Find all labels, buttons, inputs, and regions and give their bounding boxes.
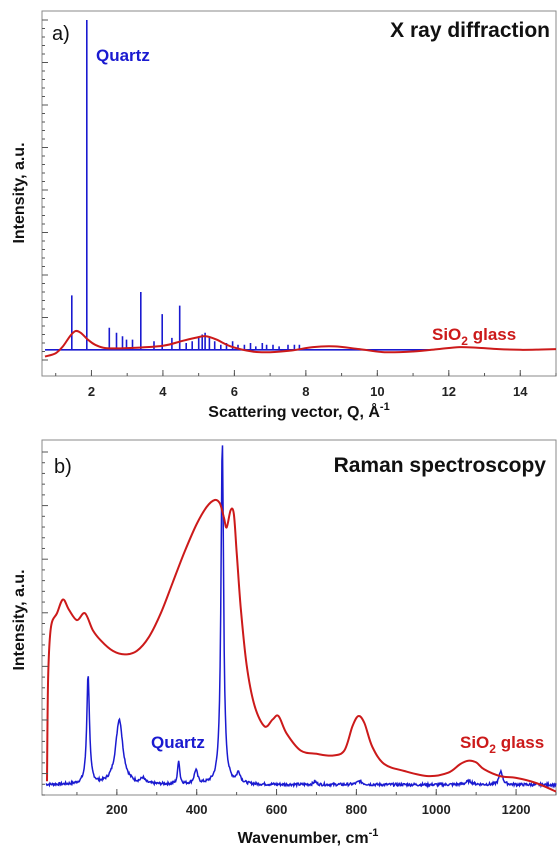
xrd-y-axis-label: Intensity, a.u. xyxy=(11,142,28,243)
raman-y-axis-label: Intensity, a.u. xyxy=(11,569,28,670)
xrd-quartz-label: Quartz xyxy=(96,46,150,65)
x-tick-label: 800 xyxy=(346,802,368,817)
panel-raman: 200 400 600 800 1000 1200 b) Raman spectrosco… xyxy=(11,439,557,847)
raman-glass-label-sub: 2 xyxy=(489,742,496,756)
x-tick-label: 400 xyxy=(186,802,208,817)
x-tick-label: 12 xyxy=(442,384,456,399)
xrd-glass-label: SiO2 glass xyxy=(432,325,516,348)
raman-title: Raman spectroscopy xyxy=(334,454,547,477)
xrd-plot-frame xyxy=(41,10,557,377)
xrd-x-axis-label-sup: -1 xyxy=(380,401,390,413)
xrd-panel-tag: a) xyxy=(52,23,70,45)
raman-x-axis-label-sup: -1 xyxy=(369,827,379,839)
quartz-series xyxy=(45,445,557,789)
glass-series xyxy=(46,498,557,793)
xrd-y-ticks xyxy=(42,19,48,361)
x-tick-label: 200 xyxy=(106,802,128,817)
x-tick-label: 2 xyxy=(88,384,95,399)
raman-y-ticks xyxy=(42,451,48,796)
xrd-x-ticks: 2 4 6 8 10 12 14 xyxy=(55,370,557,399)
x-tick-label: 6 xyxy=(231,384,238,399)
raman-glass-label: SiO2 glass xyxy=(460,733,544,756)
x-tick-label: 1200 xyxy=(502,802,531,817)
x-tick-label: 4 xyxy=(159,384,167,399)
raman-x-axis-label: Wavenumber, cm-1 xyxy=(238,827,379,847)
x-tick-label: 1000 xyxy=(422,802,451,817)
raman-x-axis-label-main: Wavenumber, cm xyxy=(238,830,369,847)
xrd-title: X ray diffraction xyxy=(390,19,550,42)
raman-panel-tag: b) xyxy=(54,456,72,478)
raman-x-ticks: 200 400 600 800 1000 1200 xyxy=(76,789,557,817)
x-tick-label: 8 xyxy=(302,384,309,399)
raman-glass-label-main: SiO xyxy=(460,733,489,752)
raman-plot-frame xyxy=(41,439,557,796)
raman-plot-area xyxy=(45,445,557,793)
xrd-glass-label-sub: 2 xyxy=(461,334,468,348)
xrd-glass-label-main: SiO xyxy=(432,325,461,344)
raman-glass-label-rest: glass xyxy=(496,733,544,752)
quartz-series xyxy=(45,20,431,351)
raman-quartz-label: Quartz xyxy=(151,733,205,752)
xrd-plot-area xyxy=(44,20,557,358)
xrd-x-axis-label: Scattering vector, Q, Å-1 xyxy=(208,401,389,421)
x-tick-label: 14 xyxy=(513,384,528,399)
xrd-glass-label-rest: glass xyxy=(468,325,516,344)
xrd-x-axis-label-main: Scattering vector, Q, Å xyxy=(208,402,380,421)
x-tick-label: 600 xyxy=(266,802,288,817)
glass-series xyxy=(44,329,557,358)
x-tick-label: 10 xyxy=(370,384,384,399)
panel-xrd: 2 4 6 8 10 12 14 a) X ray diffraction Quartz S… xyxy=(11,10,557,421)
